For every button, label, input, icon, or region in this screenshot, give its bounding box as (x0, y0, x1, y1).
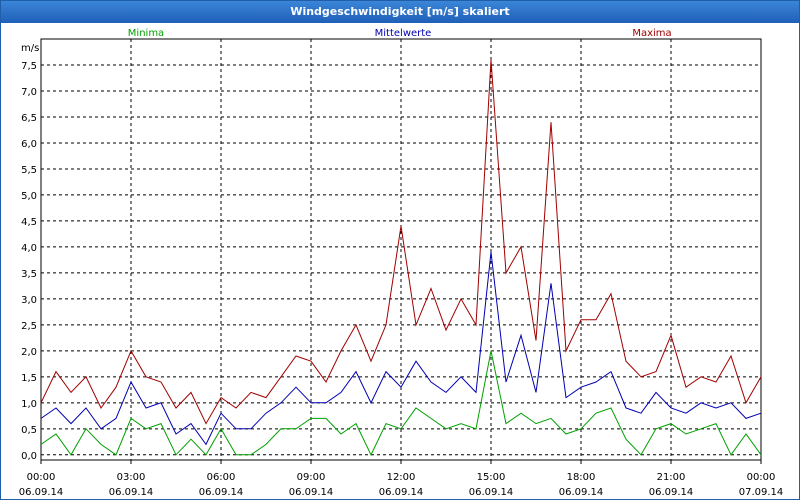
x-tick-time: 09:00 (297, 472, 326, 483)
x-tick-date: 06.09.14 (19, 487, 64, 498)
y-tick-label: 5,5 (21, 165, 37, 176)
x-tick-date: 07.09.14 (739, 487, 784, 498)
y-axis: 0,0 0,5 1,0 1,5 2,0 2,5 3,0 3,5 4,0 4,5 5,0 5,5 6,0 6… (21, 61, 37, 462)
y-tick-label: 1,0 (21, 399, 37, 410)
legend-mittelwerte: Mittelwerte (375, 28, 432, 39)
x-tick-date: 06.09.14 (379, 487, 424, 498)
x-tick-time: 21:00 (657, 472, 686, 483)
y-tick-label: 5,0 (21, 191, 37, 202)
series-lines (40, 59, 762, 456)
x-tick-date: 06.09.14 (469, 487, 514, 498)
legend-maxima: Maxima (632, 28, 671, 39)
legend: Minima Mittelwerte Maxima (128, 28, 672, 39)
x-tick-date: 06.09.14 (289, 487, 334, 498)
series-minima-line (40, 350, 762, 456)
y-tick-label: 3,0 (21, 295, 37, 306)
y-tick-label: 0,5 (21, 425, 37, 436)
x-tick-time: 12:00 (387, 472, 416, 483)
x-tick-time: 06:00 (207, 472, 236, 483)
x-tick-time: 00:00 (747, 472, 776, 483)
y-axis-unit-label: m/s (21, 43, 39, 54)
x-tick-time: 03:00 (117, 472, 146, 483)
y-tick-label: 4,0 (21, 243, 37, 254)
y-tick-label: 1,5 (21, 373, 37, 384)
x-tick-time: 15:00 (477, 472, 506, 483)
y-tick-label: 0,0 (21, 451, 37, 462)
series-mittelwerte-line (40, 252, 762, 446)
legend-minima: Minima (128, 28, 164, 39)
series-maxima-line (40, 59, 762, 425)
x-axis: 00:00 06.09.14 03:00 06.09.14 06:00 06.09.14 0… (19, 460, 784, 498)
window-title: Windgeschwindigkeit [m/s] skaliert (1, 1, 799, 23)
y-tick-label: 4,5 (21, 217, 37, 228)
x-tick-time: 18:00 (567, 472, 596, 483)
x-tick-time: 00:00 (27, 472, 56, 483)
x-tick-date: 06.09.14 (649, 487, 694, 498)
x-tick-date: 06.09.14 (559, 487, 604, 498)
y-tick-label: 7,5 (21, 61, 37, 72)
y-tick-label: 6,5 (21, 113, 37, 124)
grid-lines (41, 39, 761, 460)
y-tick-label: 3,5 (21, 269, 37, 280)
x-tick-date: 06.09.14 (199, 487, 244, 498)
y-tick-label: 2,0 (21, 347, 37, 358)
y-tick-label: 2,5 (21, 321, 37, 332)
x-tick-date: 06.09.14 (109, 487, 154, 498)
y-tick-label: 7,0 (21, 87, 37, 98)
y-tick-label: 6,0 (21, 139, 37, 150)
